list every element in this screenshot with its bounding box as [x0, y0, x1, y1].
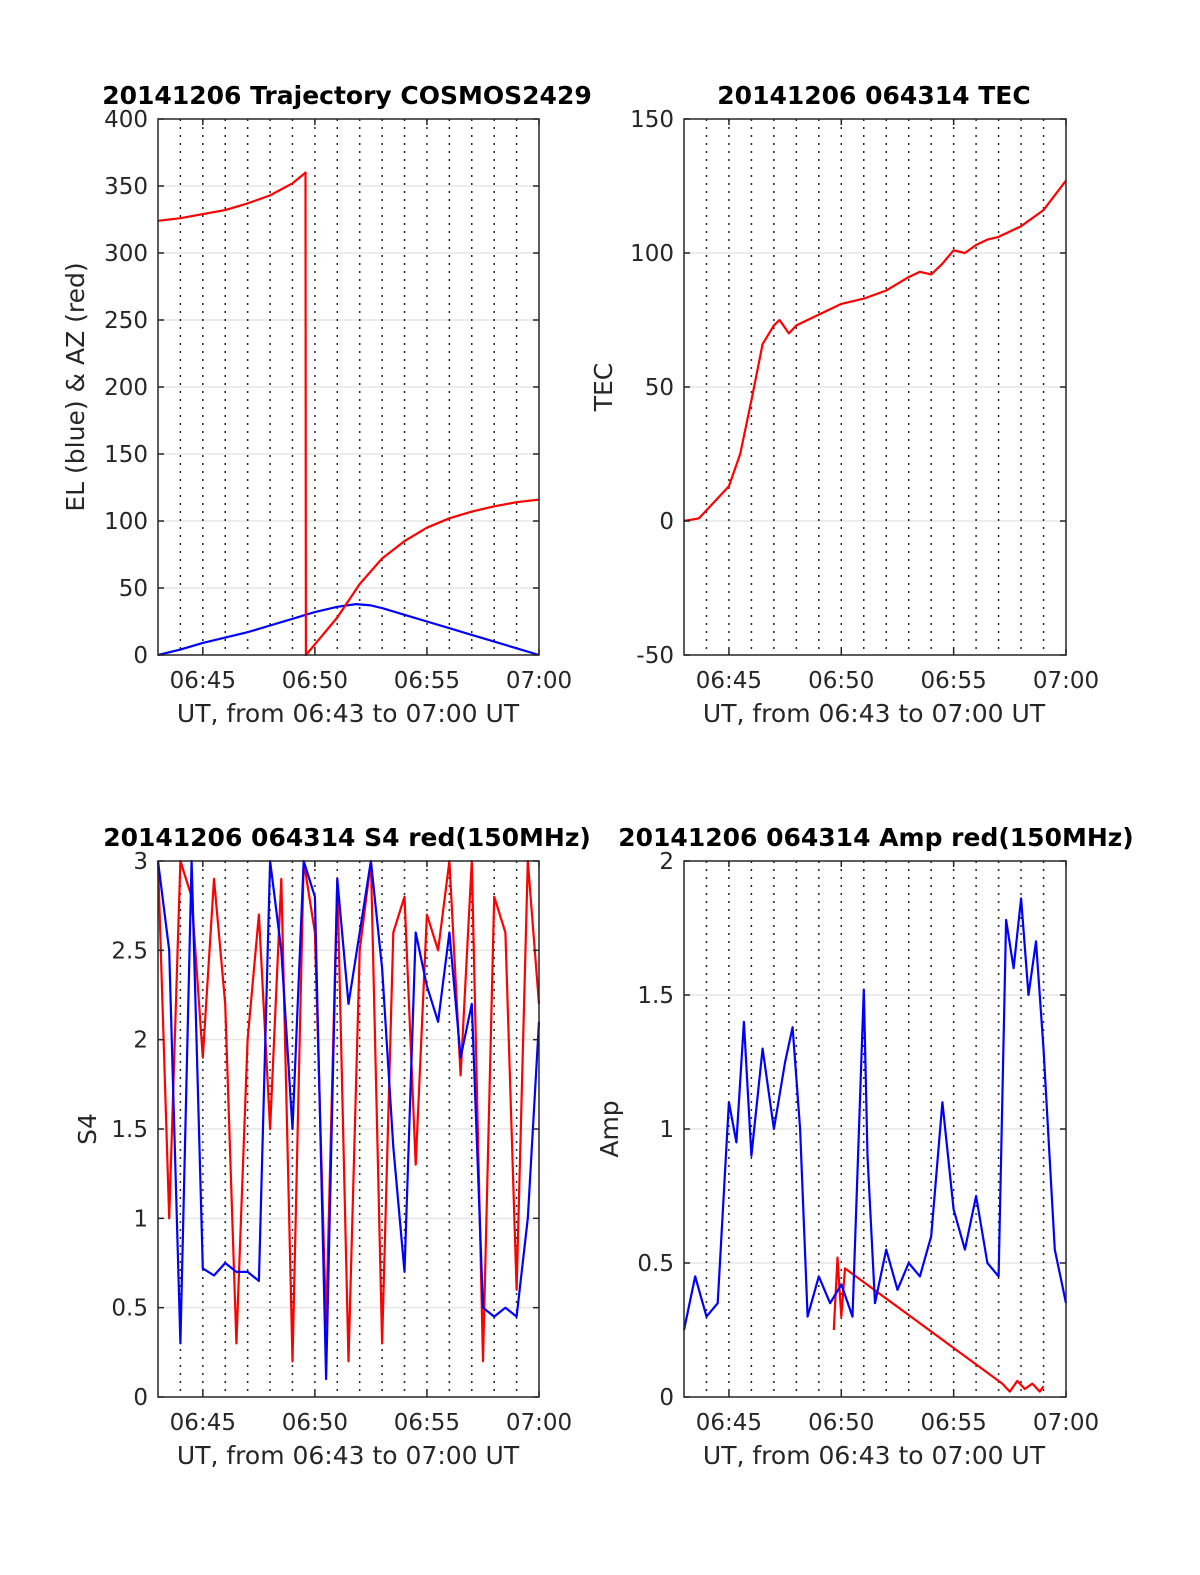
- x-tick-label: 06:55: [394, 668, 460, 694]
- y-axis-label: TEC: [589, 363, 618, 413]
- y-tick-label: 150: [104, 442, 148, 468]
- x-tick-label: 07:00: [506, 1410, 572, 1436]
- series-layer: [157, 171, 540, 657]
- y-tick-label: 50: [645, 375, 674, 401]
- x-tick-label: 06:45: [696, 1410, 762, 1436]
- ticks: 0 50 100 150 200 250 300 350 400 06:45 06:50 06:55 0…: [104, 107, 572, 694]
- y-tick-label: 0: [659, 1385, 674, 1411]
- y-tick-label: 0: [133, 643, 148, 669]
- y-tick-label: 100: [104, 509, 148, 535]
- y-tick-label: 0.5: [111, 1296, 148, 1322]
- chart-panel-amp: 20141206 064314 Amp red(150MHz) 0 0.5 1 1.5…: [595, 823, 1134, 1470]
- grid: [158, 119, 539, 655]
- chart-title: 20141206 064314 S4 red(150MHz): [103, 823, 591, 852]
- series-line: [156, 859, 541, 1363]
- chart-panel-trajectory: 20141206 Trajectory COSMOS2429 0 50 100 150…: [61, 81, 592, 728]
- y-axis-label: Amp: [595, 1100, 624, 1157]
- y-tick-label: 0: [133, 1385, 148, 1411]
- ticks: 0 0.5 1 1.5 2 06:45 06:50 06:55 07:00: [637, 849, 1099, 1436]
- y-tick-label: 250: [104, 308, 148, 334]
- series-layer: [683, 179, 1067, 523]
- series-line: [156, 859, 541, 1381]
- ticks: -50 0 50 100 150 06:45 06:50 06:55 07:00: [630, 107, 1099, 694]
- y-tick-label: 1.5: [637, 983, 674, 1009]
- y-tick-label: 0: [659, 509, 674, 535]
- y-tick-label: 200: [104, 375, 148, 401]
- y-axis-label: EL (blue) & AZ (red): [61, 262, 90, 511]
- y-tick-label: 2: [133, 1028, 148, 1054]
- y-tick-label: 400: [104, 107, 148, 133]
- x-tick-label: 06:50: [282, 1410, 348, 1436]
- x-tick-label: 07:00: [1033, 668, 1099, 694]
- series-line: [683, 179, 1067, 523]
- x-tick-label: 06:55: [394, 1410, 460, 1436]
- y-tick-label: 2.5: [111, 938, 148, 964]
- y-tick-label: 300: [104, 241, 148, 267]
- x-tick-label: 06:45: [696, 668, 762, 694]
- series-line: [832, 1256, 1045, 1393]
- x-tick-label: 06:50: [808, 668, 874, 694]
- y-tick-label: 0.5: [637, 1251, 674, 1277]
- x-tick-label: 06:45: [170, 1410, 236, 1436]
- chart-title: 20141206 Trajectory COSMOS2429: [102, 81, 592, 110]
- series-layer: [156, 859, 541, 1381]
- chart-title: 20141206 064314 TEC: [717, 81, 1030, 110]
- x-axis-label: UT, from 06:43 to 07:00 UT: [703, 1441, 1046, 1470]
- y-axis-label: S4: [73, 1113, 102, 1145]
- x-tick-label: 06:55: [920, 668, 986, 694]
- y-tick-label: 1: [659, 1117, 674, 1143]
- y-tick-label: 2: [659, 849, 674, 875]
- grid: [684, 119, 1066, 655]
- y-tick-label: 50: [119, 576, 148, 602]
- x-tick-label: 06:55: [920, 1410, 986, 1436]
- series-line: [157, 602, 540, 657]
- ticks: 0 0.5 1 1.5 2 2.5 3 06:45 06:50 06:55 07:00: [111, 849, 572, 1436]
- chart-panel-s4: 20141206 064314 S4 red(150MHz) 0 0.5 1 1.5 2…: [73, 823, 591, 1470]
- chart-panel-tec: 20141206 064314 TEC -50 0 50 100 150 06:45 06:…: [589, 81, 1099, 728]
- x-tick-label: 06:50: [282, 668, 348, 694]
- x-axis-label: UT, from 06:43 to 07:00 UT: [703, 699, 1046, 728]
- series-layer: [682, 897, 1068, 1393]
- x-axis-label: UT, from 06:43 to 07:00 UT: [177, 699, 520, 728]
- y-tick-label: 150: [630, 107, 674, 133]
- y-tick-label: 1.5: [111, 1117, 148, 1143]
- y-tick-label: 100: [630, 241, 674, 267]
- x-tick-label: 06:50: [808, 1410, 874, 1436]
- y-tick-label: -50: [636, 643, 674, 669]
- series-line: [157, 171, 540, 657]
- x-axis-label: UT, from 06:43 to 07:00 UT: [177, 1441, 520, 1470]
- series-line: [682, 897, 1068, 1331]
- chart-title: 20141206 064314 Amp red(150MHz): [618, 823, 1134, 852]
- y-tick-label: 1: [133, 1206, 148, 1232]
- x-tick-label: 06:45: [170, 668, 236, 694]
- y-tick-label: 3: [133, 849, 148, 875]
- y-tick-label: 350: [104, 174, 148, 200]
- x-tick-label: 07:00: [506, 668, 572, 694]
- x-tick-label: 07:00: [1033, 1410, 1099, 1436]
